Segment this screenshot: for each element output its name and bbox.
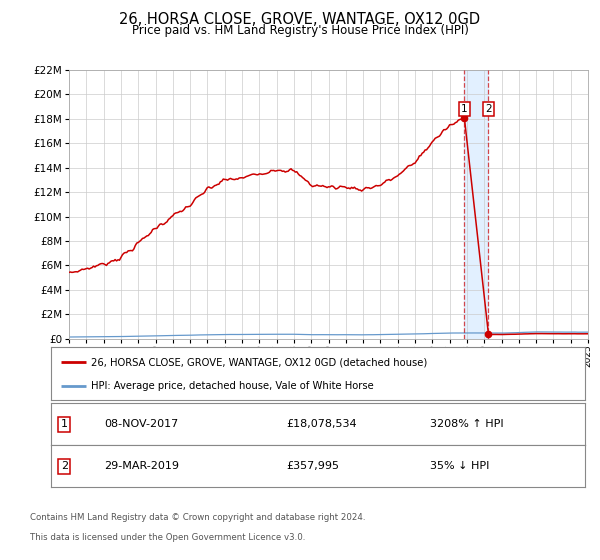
Text: 1: 1 [61, 419, 68, 429]
Text: 29-MAR-2019: 29-MAR-2019 [104, 461, 179, 471]
Text: 26, HORSA CLOSE, GROVE, WANTAGE, OX12 0GD: 26, HORSA CLOSE, GROVE, WANTAGE, OX12 0G… [119, 12, 481, 27]
Text: 1: 1 [461, 104, 467, 114]
Text: 35% ↓ HPI: 35% ↓ HPI [430, 461, 490, 471]
Text: Price paid vs. HM Land Registry's House Price Index (HPI): Price paid vs. HM Land Registry's House … [131, 24, 469, 37]
Text: This data is licensed under the Open Government Licence v3.0.: This data is licensed under the Open Gov… [30, 533, 305, 542]
Text: Contains HM Land Registry data © Crown copyright and database right 2024.: Contains HM Land Registry data © Crown c… [30, 514, 365, 522]
Text: 2: 2 [485, 104, 492, 114]
Text: 26, HORSA CLOSE, GROVE, WANTAGE, OX12 0GD (detached house): 26, HORSA CLOSE, GROVE, WANTAGE, OX12 0G… [91, 357, 427, 367]
Text: £18,078,534: £18,078,534 [286, 419, 356, 429]
Text: 3208% ↑ HPI: 3208% ↑ HPI [430, 419, 504, 429]
Bar [464, 70, 488, 339]
Text: 08-NOV-2017: 08-NOV-2017 [104, 419, 179, 429]
Text: HPI: Average price, detached house, Vale of White Horse: HPI: Average price, detached house, Vale… [91, 381, 374, 391]
Text: 2: 2 [61, 461, 68, 471]
Text: £357,995: £357,995 [286, 461, 339, 471]
